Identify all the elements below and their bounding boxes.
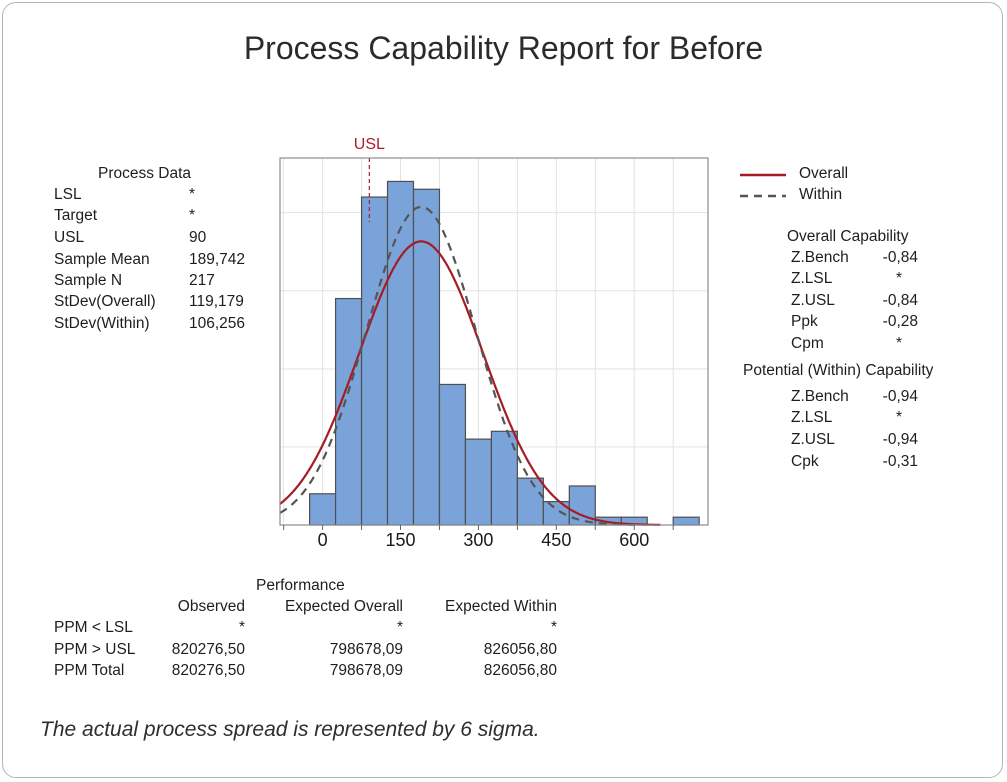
overall-capability-label: Z.LSL xyxy=(791,270,833,287)
process-data-value: * xyxy=(189,207,196,224)
plot-frame xyxy=(279,157,709,526)
process-data-value: 90 xyxy=(189,229,207,246)
histogram-bar xyxy=(309,493,337,526)
potential-capability-value: -0,94 xyxy=(882,388,918,405)
process-data-heading: Process Data xyxy=(98,165,192,182)
x-tick-label: 600 xyxy=(619,530,649,550)
overall-capability-heading: Overall Capability xyxy=(787,228,909,245)
process-data-label: LSL xyxy=(54,186,82,203)
potential-capability-label: Z.USL xyxy=(791,431,835,448)
legend-within-label: Within xyxy=(799,186,843,203)
process-data-value: 106,256 xyxy=(189,315,246,332)
x-tick-label: 0 xyxy=(318,530,328,550)
overall-capability-value: * xyxy=(895,335,902,352)
histogram-bar xyxy=(464,438,493,526)
overall-capability-label: Ppk xyxy=(791,313,818,330)
performance-cell: 826056,80 xyxy=(483,662,557,679)
process-data-value: 217 xyxy=(189,272,215,289)
performance-cell: * xyxy=(396,619,403,636)
axis-layer: 0 150 300 450 600 xyxy=(279,157,709,550)
curve-overall xyxy=(279,240,661,526)
potential-capability-heading: Potential (Within) Capability xyxy=(743,362,934,379)
process-data-value: * xyxy=(189,186,196,203)
x-tick-label: 150 xyxy=(385,530,415,550)
performance-cell: 798678,09 xyxy=(329,662,403,679)
potential-capability-label: Z.LSL xyxy=(791,409,833,426)
potential-capability-label: Z.Bench xyxy=(791,388,849,405)
curve-layer xyxy=(279,205,661,526)
performance-cell: 798678,09 xyxy=(329,641,403,658)
histogram-bar xyxy=(334,297,363,526)
process-data-label: Sample Mean xyxy=(54,251,150,268)
usl-layer: USL xyxy=(354,136,385,222)
overall-capability-value: -0,84 xyxy=(882,292,918,309)
performance-column-header: Expected Within xyxy=(445,598,557,615)
potential-capability-value: -0,94 xyxy=(882,431,918,448)
performance-cell: * xyxy=(550,619,557,636)
process-data-label: USL xyxy=(54,229,85,246)
overall-capability-value: * xyxy=(895,270,902,287)
overall-capability-label: Cpm xyxy=(791,335,824,352)
process-data-label: StDev(Within) xyxy=(54,315,150,332)
potential-capability-label: Cpk xyxy=(791,453,819,470)
histogram-bar xyxy=(672,516,700,526)
histogram-bar xyxy=(438,383,467,526)
report-title: Process Capability Report for Before xyxy=(243,30,764,66)
overall-capability-value: -0,84 xyxy=(882,249,918,266)
performance-column-header: Expected Overall xyxy=(284,598,403,615)
histogram-chart: USL 0 150 300 450 600 xyxy=(279,136,709,550)
process-data-label: Target xyxy=(54,207,98,224)
process-data-label: Sample N xyxy=(54,272,123,289)
performance-cell: 820276,50 xyxy=(171,641,245,658)
overall-capability-label: Z.Bench xyxy=(791,249,849,266)
performance-cell: * xyxy=(238,619,245,636)
usl-label: USL xyxy=(354,136,385,153)
histogram-bar xyxy=(386,180,415,526)
bar-layer xyxy=(309,180,700,526)
performance-cell: 820276,50 xyxy=(171,662,245,679)
performance-column-header: Observed xyxy=(177,598,245,615)
performance-row-label: PPM > USL xyxy=(54,641,136,658)
curve-within xyxy=(279,205,637,526)
process-data-value: 189,742 xyxy=(189,251,246,268)
process-data-label: StDev(Overall) xyxy=(54,293,156,310)
overall-capability-label: Z.USL xyxy=(791,292,835,309)
histogram-bar xyxy=(412,188,441,526)
potential-capability-value: -0,31 xyxy=(882,453,918,470)
legend-swatches xyxy=(740,173,786,198)
legend-overall-label: Overall xyxy=(799,165,849,182)
performance-heading: Performance xyxy=(256,577,345,594)
performance-row-label: PPM Total xyxy=(54,662,125,679)
performance-row-label: PPM < LSL xyxy=(54,619,133,636)
performance-cell: 826056,80 xyxy=(483,641,557,658)
x-tick-label: 450 xyxy=(541,530,571,550)
x-tick-label: 300 xyxy=(463,530,493,550)
process-data-value: 119,179 xyxy=(189,293,244,310)
footnote: The actual process spread is represented… xyxy=(40,718,540,741)
histogram-bar xyxy=(360,196,389,526)
potential-capability-value: * xyxy=(895,409,902,426)
histogram-bar xyxy=(516,477,544,526)
overall-capability-value: -0,28 xyxy=(882,313,918,330)
